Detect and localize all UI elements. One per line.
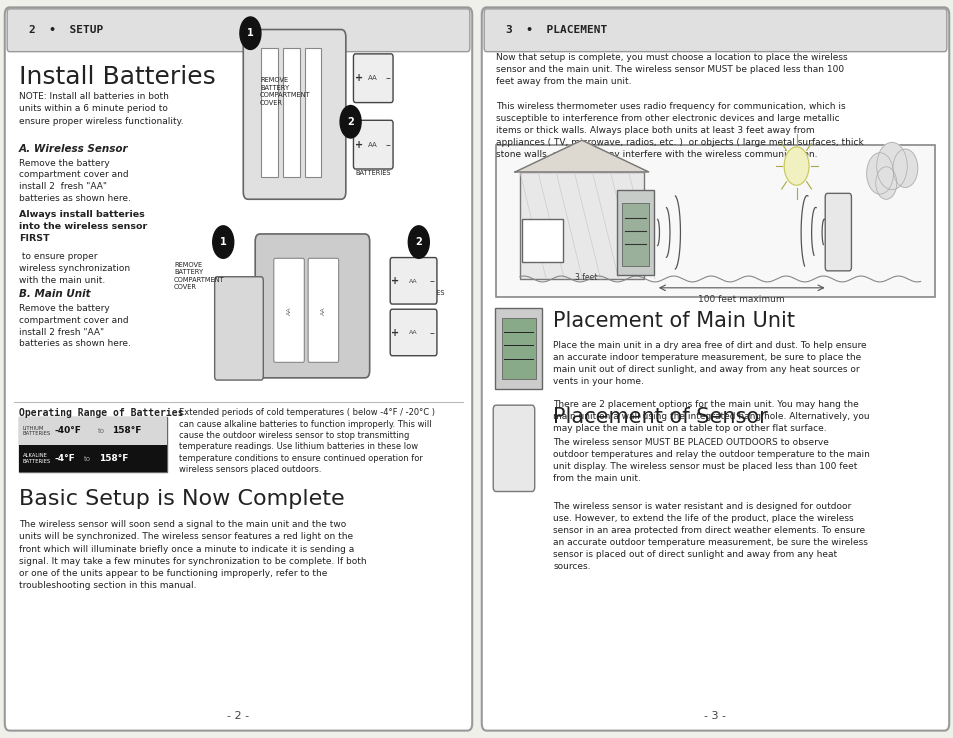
FancyBboxPatch shape [390, 309, 436, 356]
Text: There are 2 placement options for the main unit. You may hang the
main unit on a: There are 2 placement options for the ma… [553, 400, 869, 433]
Text: 2: 2 [347, 117, 354, 127]
Text: +: + [355, 73, 362, 83]
FancyBboxPatch shape [496, 145, 934, 297]
Circle shape [876, 142, 906, 190]
Bar [305, 48, 321, 177]
Text: 158°F: 158°F [112, 427, 141, 435]
Text: Install Batteries: Install Batteries [19, 65, 215, 89]
Text: –: – [429, 276, 435, 286]
Text: -40°F: -40°F [55, 427, 82, 435]
Text: REMOVE
BATTERY
COMPARTMENT
COVER: REMOVE BATTERY COMPARTMENT COVER [259, 77, 311, 106]
Text: +: + [391, 276, 398, 286]
Text: The wireless sensor MUST BE PLACED OUTDOORS to observe
outdoor temperatures and : The wireless sensor MUST BE PLACED OUTDO… [553, 438, 869, 483]
Text: 2: 2 [415, 237, 422, 247]
Text: AA: AA [368, 142, 377, 148]
Text: –: – [385, 139, 391, 150]
FancyBboxPatch shape [255, 234, 369, 378]
Text: 158°F: 158°F [99, 454, 129, 463]
FancyBboxPatch shape [214, 277, 263, 380]
Text: 1: 1 [219, 237, 227, 247]
Text: A. Wireless Sensor: A. Wireless Sensor [19, 144, 129, 154]
Circle shape [865, 153, 892, 194]
FancyBboxPatch shape [243, 30, 345, 199]
Text: Basic Setup is Now Complete: Basic Setup is Now Complete [19, 489, 344, 508]
Text: to: to [83, 455, 91, 461]
FancyBboxPatch shape [493, 405, 534, 492]
Text: +: + [391, 328, 398, 338]
Text: AA: AA [286, 306, 292, 315]
FancyBboxPatch shape [481, 7, 948, 731]
Text: - 2 -: - 2 - [227, 711, 250, 721]
Text: NOTE: Install all batteries in both
units within a 6 minute period to
ensure pro: NOTE: Install all batteries in both unit… [19, 92, 184, 125]
Text: ALKALINE
BATTERIES: ALKALINE BATTERIES [23, 453, 51, 463]
Text: LITHIUM
BATTERIES: LITHIUM BATTERIES [23, 426, 51, 436]
Bar [522, 219, 562, 262]
Text: Now that setup is complete, you must choose a location to place the wireless
sen: Now that setup is complete, you must cho… [496, 53, 847, 86]
Circle shape [875, 167, 896, 199]
Text: REMOVE
BATTERY
COMPARTMENT
COVER: REMOVE BATTERY COMPARTMENT COVER [173, 262, 225, 291]
Text: to: to [97, 428, 105, 434]
Text: B. Main Unit: B. Main Unit [19, 289, 91, 300]
Circle shape [408, 226, 429, 258]
FancyBboxPatch shape [616, 190, 654, 275]
Bar [283, 48, 299, 177]
Text: 1: 1 [247, 28, 253, 38]
Bar [19, 444, 167, 472]
Text: AA: AA [409, 331, 417, 335]
FancyBboxPatch shape [824, 193, 850, 271]
FancyBboxPatch shape [7, 9, 469, 52]
Text: AA: AA [320, 306, 326, 315]
FancyBboxPatch shape [274, 258, 304, 362]
Text: This wireless thermometer uses radio frequency for communication, which is
susce: This wireless thermometer uses radio fre… [496, 102, 862, 159]
Bar [19, 417, 167, 444]
Text: AA: AA [409, 279, 417, 283]
Bar [621, 203, 648, 266]
Text: 100 feet maximum: 100 feet maximum [698, 295, 784, 304]
Text: -4°F: -4°F [55, 454, 75, 463]
Text: Operating Range of Batteries: Operating Range of Batteries [19, 408, 183, 418]
Bar [261, 48, 277, 177]
FancyBboxPatch shape [308, 258, 338, 362]
Text: Placement of Main Unit: Placement of Main Unit [553, 311, 795, 331]
FancyBboxPatch shape [5, 7, 472, 731]
Text: TV: TV [536, 236, 549, 245]
FancyBboxPatch shape [353, 120, 393, 169]
Text: Remove the battery
compartment cover and
install 2  fresh "AA"
batteries as show: Remove the battery compartment cover and… [19, 159, 131, 203]
Text: Remove the battery
compartment cover and
install 2 fresh "AA"
batteries as shown: Remove the battery compartment cover and… [19, 304, 131, 348]
Text: The wireless sensor is water resistant and is designed for outdoor
use. However,: The wireless sensor is water resistant a… [553, 502, 867, 570]
Text: 3 feet: 3 feet [574, 273, 597, 282]
Text: –: – [429, 328, 435, 338]
Text: +: + [355, 139, 362, 150]
Text: INSTALL
2 "AA"
BATTERIES: INSTALL 2 "AA" BATTERIES [409, 275, 444, 295]
Text: 3  •  PLACEMENT: 3 • PLACEMENT [505, 25, 606, 35]
Text: Always install batteries
into the wireless sensor
FIRST: Always install batteries into the wirele… [19, 210, 147, 243]
Text: to ensure proper
wireless synchronization
with the main unit.: to ensure proper wireless synchronizatio… [19, 252, 130, 285]
Text: –: – [385, 73, 391, 83]
Text: The wireless sensor will soon send a signal to the main unit and the two
units w: The wireless sensor will soon send a sig… [19, 520, 366, 590]
Text: 2  •  SETUP: 2 • SETUP [29, 25, 103, 35]
Circle shape [213, 226, 233, 258]
Circle shape [340, 106, 360, 138]
Text: Placement of Sensor: Placement of Sensor [553, 407, 767, 427]
FancyBboxPatch shape [19, 417, 167, 472]
FancyBboxPatch shape [483, 9, 945, 52]
Bar [501, 318, 536, 379]
Circle shape [240, 17, 261, 49]
Circle shape [783, 147, 808, 185]
Circle shape [892, 149, 917, 187]
Text: INSTALL
2 "AA"
BATTERIES: INSTALL 2 "AA" BATTERIES [355, 155, 391, 176]
FancyBboxPatch shape [353, 54, 393, 103]
Text: Extended periods of cold temperatures ( below -4°F / -20°C )
can cause alkaline : Extended periods of cold temperatures ( … [178, 408, 435, 475]
Polygon shape [515, 140, 648, 172]
Text: Place the main unit in a dry area free of dirt and dust. To help ensure
an accur: Place the main unit in a dry area free o… [553, 341, 866, 386]
Text: AA: AA [368, 75, 377, 81]
FancyBboxPatch shape [495, 308, 541, 389]
FancyBboxPatch shape [390, 258, 436, 304]
Text: - 3 -: - 3 - [703, 711, 726, 721]
Bar [519, 172, 643, 279]
